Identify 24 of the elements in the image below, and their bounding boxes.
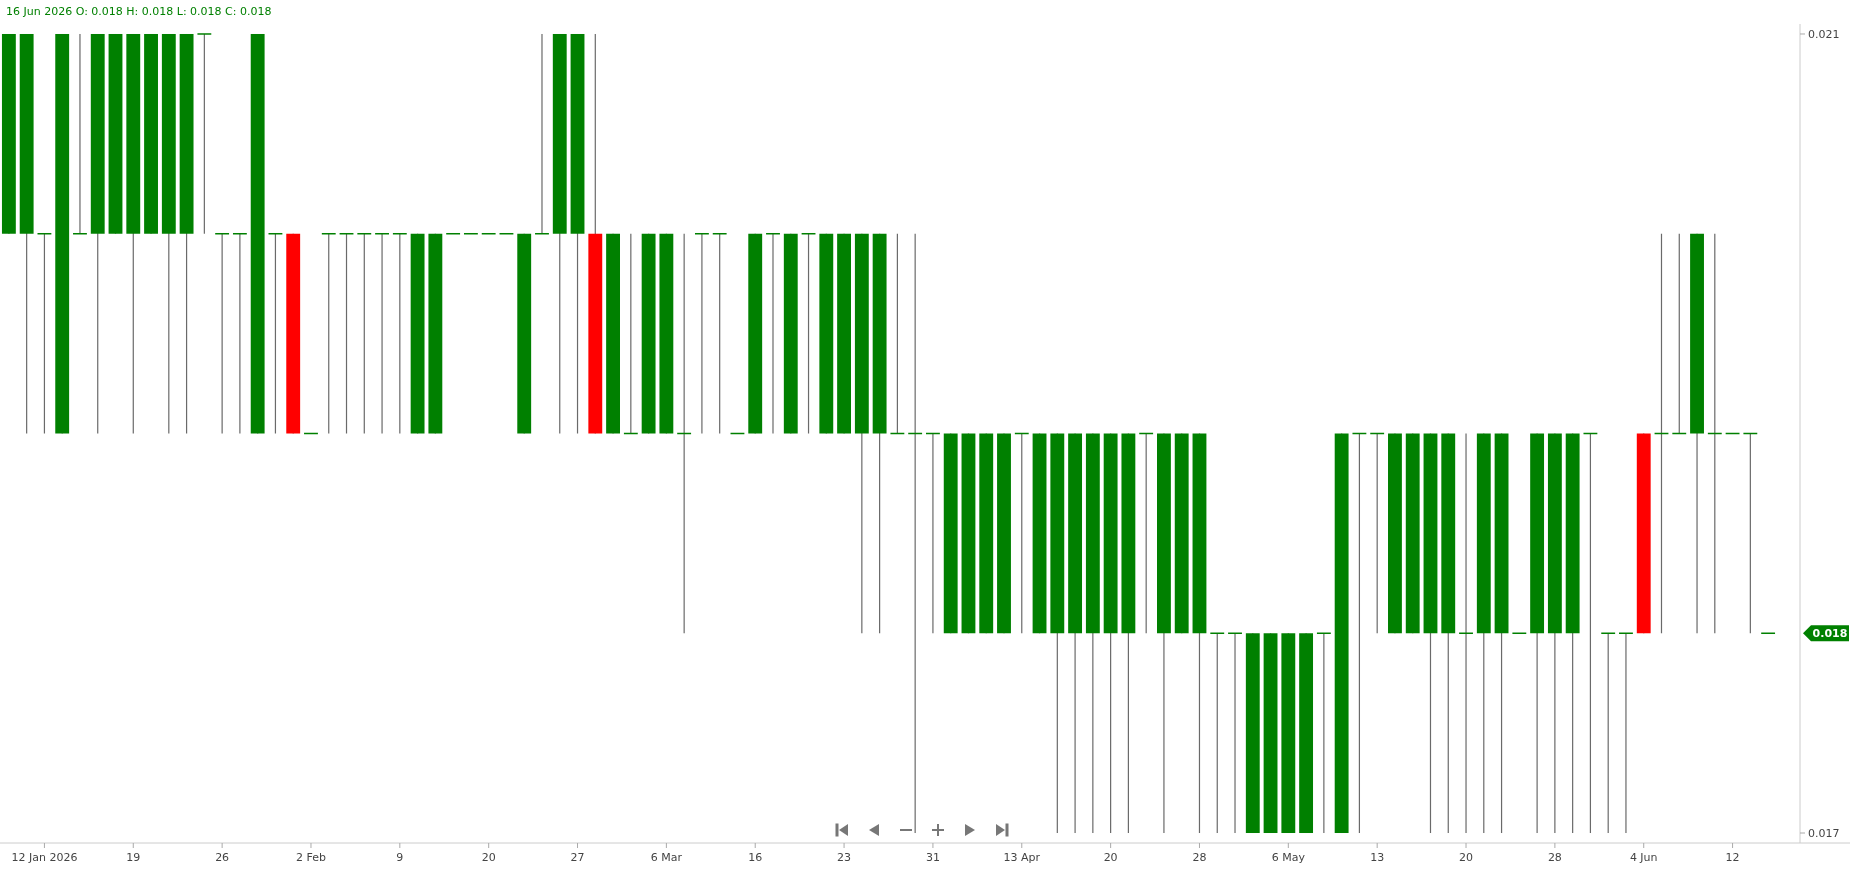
- x-tick-label: 13: [1370, 851, 1385, 864]
- x-tick-label: 20: [1459, 851, 1474, 864]
- x-tick-label: 16: [748, 851, 763, 864]
- x-tick-label: 4 Jun: [1629, 851, 1658, 864]
- x-tick-label: 12 Jan 2026: [11, 851, 78, 864]
- x-tick-label: 28: [1192, 851, 1207, 864]
- x-tick-label: 20: [1103, 851, 1118, 864]
- x-tick-label: 26: [215, 851, 230, 864]
- x-tick-label: 27: [570, 851, 585, 864]
- x-tick-label: 19: [126, 851, 141, 864]
- x-tick-label: 6 Mar: [650, 851, 683, 864]
- x-tick-label: 13 Apr: [1003, 851, 1041, 864]
- x-tick-label: 6 May: [1271, 851, 1306, 864]
- text: 16 Jun 2026 O: 0.018 H: 0.018 L: 0.018 C: 0.018: [6, 5, 272, 18]
- text: 0.018: [1812, 627, 1848, 641]
- x-tick-label: 9: [396, 851, 404, 864]
- x-tick-label: 28: [1547, 851, 1562, 864]
- x-tick-label: 12: [1725, 851, 1740, 864]
- x-tick-label: 31: [925, 851, 940, 864]
- x-tick-label: 20: [481, 851, 496, 864]
- y-tick-label: 0.017: [1808, 826, 1840, 840]
- y-tick-label: 0.021: [1808, 27, 1840, 41]
- x-tick-label: 23: [837, 851, 852, 864]
- x-tick-label: 2 Feb: [295, 851, 326, 864]
